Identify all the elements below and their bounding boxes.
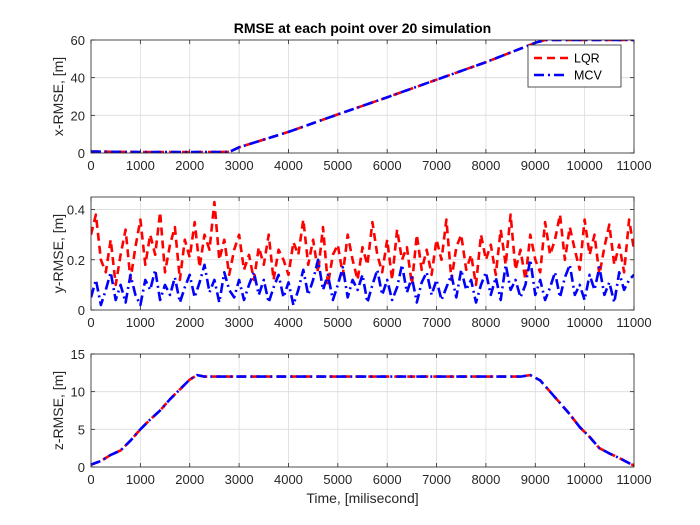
y-tick-label: 40 [71,71,85,86]
y-tick-label: 0 [78,146,85,161]
x-tick-label: 0 [87,472,94,487]
x-tick-label: 8000 [471,472,500,487]
legend-entry: LQR [574,52,600,66]
subplot-3: 0 1000 2000 3000 4000 5000 6000 7000 8000 9000 100… [50,347,652,506]
legend-entry: MCV [574,69,602,83]
y-tick-label: 0 [78,460,85,475]
x-tick-label: 7000 [422,158,451,173]
x-tick-label: 9000 [521,315,550,330]
x-tick-label: 1000 [126,315,155,330]
x-tick-label: 4000 [274,158,303,173]
plot-area [91,197,634,310]
x-tick-label: 7000 [422,472,451,487]
y-tick-label: 15 [71,347,85,362]
series-line-blue [91,373,634,467]
y-tick-label: 20 [71,108,85,123]
x-tick-label: 2000 [175,472,204,487]
x-tick-label: 3000 [225,315,254,330]
plot-area [91,354,634,467]
x-tick-label: 0 [87,315,94,330]
legend-box [527,44,622,88]
x-tick-label: 7000 [422,315,451,330]
y-tick-label: 0 [78,303,85,318]
x-tick-label: 11000 [616,472,651,487]
x-tick-label: 5000 [323,472,352,487]
y-tick-label: 0.2 [67,253,85,268]
x-tick-label: 3000 [225,158,254,173]
x-tick-label: 11000 [616,315,651,330]
x-tick-label: 10000 [567,158,603,173]
x-tick-label: 1000 [126,472,155,487]
x-tick-label: 10000 [567,315,603,330]
x-tick-label: 4000 [274,315,303,330]
y-tick-label: 5 [78,422,85,437]
x-tick-label: 5000 [323,158,352,173]
x-tick-label: 6000 [373,315,402,330]
axes-frame [90,196,635,311]
x-tick-label: 9000 [521,472,550,487]
x-tick-label: 2000 [175,158,204,173]
y-tick-label: 60 [71,33,85,48]
x-tick-label: 1000 [126,158,155,173]
axes-frame [90,353,635,468]
x-tick-label: 3000 [225,472,254,487]
y-axis-label: y-RMSE, [m] [50,214,66,293]
y-axis-label: z-RMSE, [m] [50,371,66,450]
x-axis-label: Time, [milisecond] [306,490,418,506]
y-tick-label: 0.4 [67,203,85,218]
axes-frame [90,39,635,154]
x-tick-label: 0 [87,158,94,173]
plots-layer: 0 1000 2000 3000 4000 5000 6000 7000 8000 9000 100… [50,20,652,506]
series-line-red [91,200,634,287]
series-line-blue [91,258,634,307]
subplot-1: 0 1000 2000 3000 4000 5000 6000 7000 8000 9000 100… [50,20,652,173]
x-tick-label: 10000 [567,472,603,487]
x-tick-label: 9000 [521,158,550,173]
chart-title: RMSE at each point over 20 simulation [234,20,492,36]
legend: LQR MCV [527,44,622,88]
x-tick-label: 6000 [373,158,402,173]
y-axis-label: x-RMSE, [m] [50,57,66,136]
x-tick-label: 8000 [471,315,500,330]
x-tick-label: 4000 [274,472,303,487]
series-line-blue [91,40,634,153]
x-tick-label: 6000 [373,472,402,487]
y-tick-label: 10 [71,385,85,400]
x-tick-label: 2000 [175,315,204,330]
x-tick-label: 8000 [471,158,500,173]
x-tick-label: 5000 [323,315,352,330]
x-tick-label: 11000 [616,158,651,173]
subplot-2: 0 1000 2000 3000 4000 5000 6000 7000 8000 9000 100… [50,196,652,330]
